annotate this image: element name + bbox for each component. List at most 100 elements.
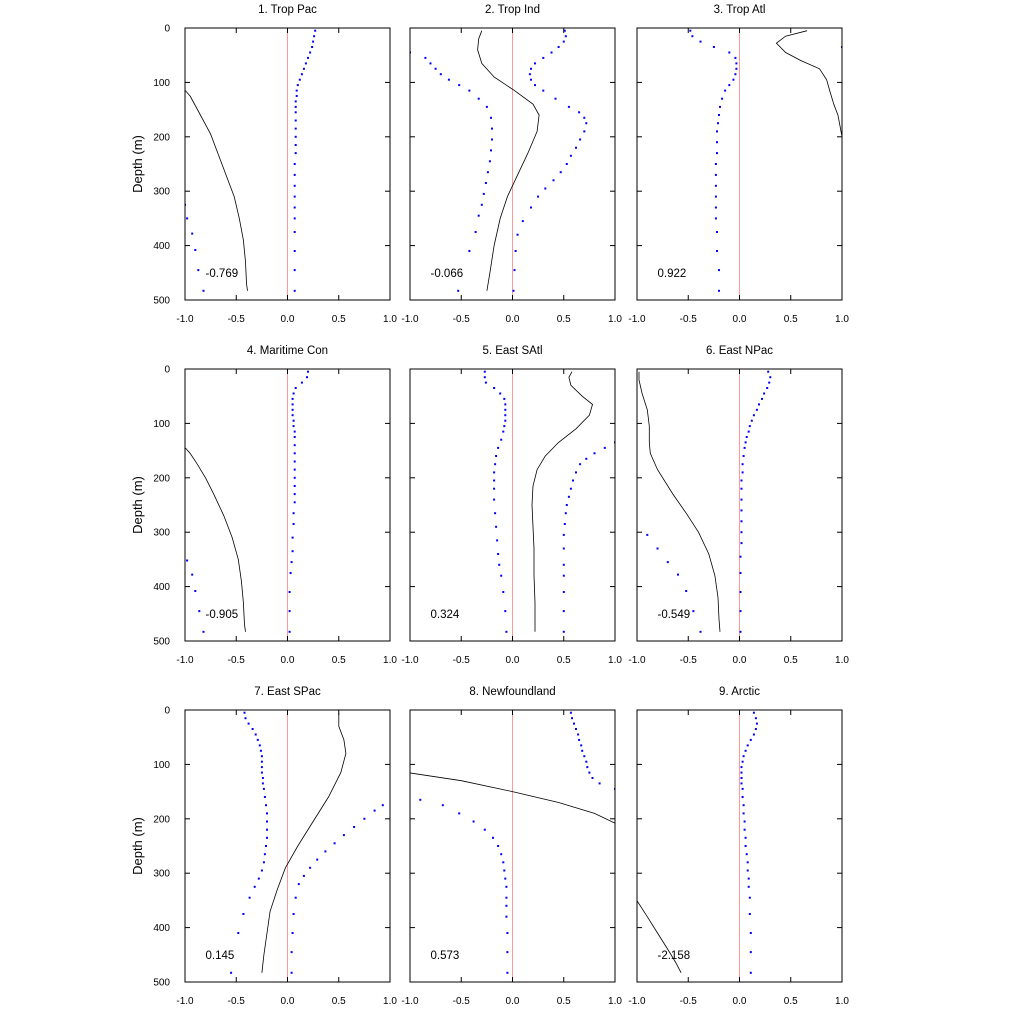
data-dot: [656, 547, 659, 550]
panel-title: 6. East NPac: [706, 345, 773, 357]
data-dot: [743, 828, 746, 831]
data-dot: [742, 755, 745, 758]
panel-title: 4. Maritime Con: [247, 345, 328, 357]
data-dot: [288, 591, 291, 593]
y-tick-label: 0: [164, 365, 170, 376]
x-tick-label: 0.5: [784, 314, 798, 325]
data-dot: [290, 561, 293, 564]
data-dot: [583, 755, 586, 758]
data-dot: [742, 804, 745, 807]
data-dot: [542, 56, 545, 59]
y-tick-label: 400: [153, 923, 170, 934]
data-dot: [324, 850, 327, 853]
data-dot: [248, 896, 251, 899]
data-dot: [503, 869, 506, 872]
panel-title: 3. Trop Atl: [714, 4, 766, 16]
data-dot: [484, 182, 487, 184]
data-dot: [750, 419, 753, 422]
data-dot: [740, 766, 743, 769]
data-dot: [458, 812, 461, 815]
data-dot: [260, 760, 263, 763]
data-dot: [490, 149, 492, 152]
panel-3: 3. Trop Atl -1.0 -0.5 0.0 0.5 1.0 0.922: [628, 4, 849, 325]
data-dot: [755, 408, 758, 411]
data-dot: [718, 269, 720, 272]
data-dot: [562, 630, 565, 633]
x-tick-label: -1.0: [628, 314, 646, 325]
x-tick-label: -1.0: [628, 996, 646, 1007]
data-dot: [506, 971, 509, 974]
data-dot: [304, 62, 307, 65]
x-tick-label: 0.5: [332, 314, 346, 325]
data-dot: [477, 97, 480, 100]
data-dot: [258, 744, 261, 747]
data-dot: [441, 804, 444, 807]
data-dot: [485, 105, 488, 108]
data-dot: [728, 51, 731, 54]
data-dot: [579, 463, 582, 466]
data-dot: [251, 728, 254, 730]
data-dot: [504, 408, 507, 411]
data-dot: [749, 932, 752, 934]
panel-2: 2. Trop Ind -1.0 -0.5 0.0 0.5 1.0 -0.066: [401, 4, 622, 325]
data-dot: [577, 733, 580, 736]
data-dot: [292, 425, 295, 428]
data-dot: [500, 853, 503, 856]
data-dot: [735, 62, 738, 65]
data-dot: [755, 722, 758, 725]
data-dot: [197, 269, 200, 272]
data-dot: [293, 444, 296, 447]
data-dot: [498, 563, 501, 566]
data-dot: [716, 141, 718, 144]
data-dot: [747, 885, 750, 888]
data-dot: [500, 438, 503, 441]
data-dot: [254, 733, 257, 736]
data-dot: [583, 116, 586, 119]
data-dot: [494, 512, 497, 515]
plot-area: [185, 370, 309, 633]
data-dot: [754, 717, 757, 720]
data-dot: [253, 885, 256, 888]
data-dot: [257, 877, 260, 880]
data-dot: [202, 630, 205, 633]
data-dot: [294, 119, 297, 122]
data-dot: [477, 214, 480, 217]
y-tick-label: 400: [153, 241, 170, 252]
data-dot: [202, 289, 205, 292]
data-dot: [505, 630, 508, 633]
data-dot: [585, 760, 588, 763]
y-tick-label: 0: [164, 706, 170, 717]
data-dot: [294, 111, 297, 114]
data-dot: [292, 523, 295, 525]
x-tick-label: 0.5: [557, 314, 571, 325]
data-dot: [230, 971, 233, 974]
data-dot: [557, 46, 560, 48]
x-tick-label: -1.0: [401, 314, 419, 325]
panel-4: 4. Maritime Con -1.0 -0.5 0.0 0.5 1.0 0 100 200 3…: [130, 345, 397, 666]
correlation-annotation: 0.145: [206, 950, 235, 962]
correlation-annotation: -0.549: [658, 609, 691, 621]
data-dot: [458, 84, 461, 87]
x-tick-label: -1.0: [176, 996, 194, 1007]
data-dot: [734, 73, 737, 76]
data-dot: [591, 777, 594, 779]
data-dot: [293, 289, 296, 292]
data-dot: [502, 861, 505, 864]
data-dot: [739, 591, 742, 593]
data-dot: [550, 51, 553, 54]
x-tick-label: 0.5: [784, 655, 798, 666]
data-dot: [468, 89, 471, 92]
data-dot: [744, 441, 747, 444]
data-dot: [291, 550, 294, 553]
data-dot: [261, 782, 264, 785]
data-dot: [537, 195, 540, 198]
data-dot: [748, 913, 751, 915]
data-dot: [581, 749, 584, 752]
correlation-annotation: -0.066: [431, 268, 464, 280]
data-dot: [468, 250, 471, 252]
data-dot: [291, 408, 294, 411]
data-dot: [741, 463, 744, 466]
data-dot: [740, 487, 743, 490]
data-dot: [294, 144, 297, 146]
data-dot: [565, 163, 568, 165]
